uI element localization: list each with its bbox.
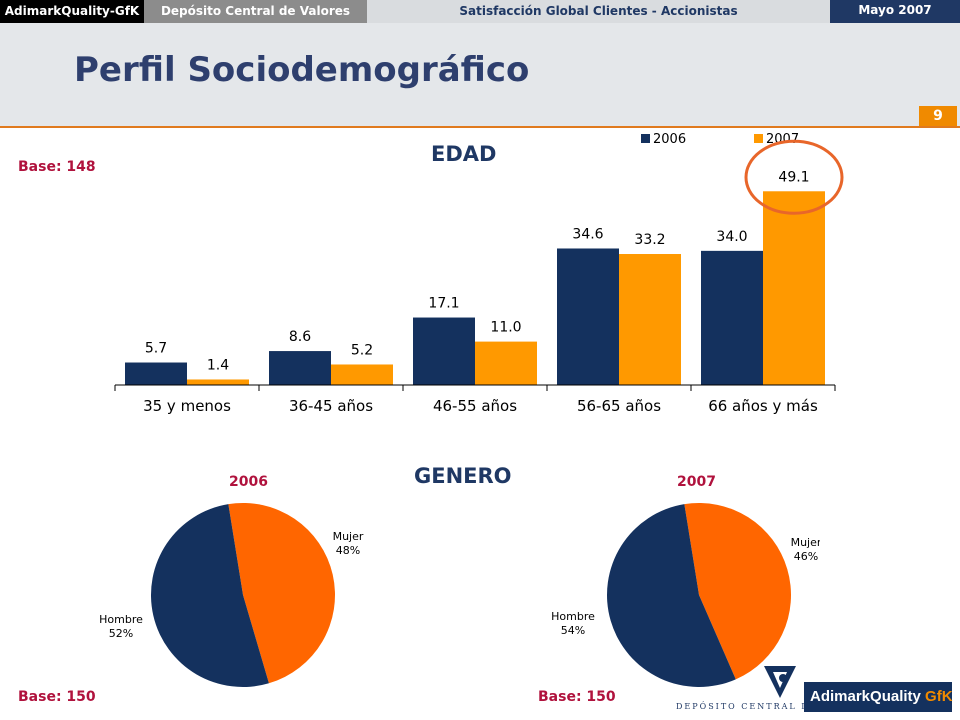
pie-value-hombre: 54% [561, 624, 585, 637]
dcv-logo-text: DEPÓSITO CENTRAL DE VALORES [676, 702, 877, 711]
highlight-circle [744, 139, 844, 215]
pie-value-hombre: 52% [109, 627, 133, 640]
pie-value-mujer: 46% [794, 550, 818, 563]
genero-2006-base-label: Base: 150 [18, 689, 96, 705]
genero-2007-base-label: Base: 150 [538, 689, 616, 705]
pie-label-mujer: Mujer [333, 530, 364, 543]
pie-2006-title: 2006 [229, 474, 268, 490]
page-title: Perfil Sociodemográfico [74, 50, 530, 90]
page-number: 9 [919, 106, 957, 126]
company-tab: AdimarkQuality-GfK [0, 0, 144, 23]
bar-2007-1 [331, 364, 393, 385]
edad-bar-chart: 2006 2007 5.71.48.65.217.111.034.6 33.2 34.… [114, 132, 844, 415]
data-label: 8.6 [289, 329, 311, 345]
x-tick-label: 46-55 años [433, 397, 517, 415]
pie-label-mujer: Mujer [791, 536, 820, 549]
data-label: 17.1 [428, 296, 459, 312]
header-rule [0, 126, 960, 128]
data-label: 5.7 [145, 341, 167, 357]
adimark-logo: AdimarkQuality GfK [804, 682, 953, 712]
x-tick-label: 36-45 años [289, 397, 373, 415]
x-tick-label: 56-65 años [577, 397, 661, 415]
data-label: 11.0 [490, 320, 521, 336]
data-label: 33.2 [634, 232, 665, 248]
pie-slice-mujer [228, 502, 336, 684]
data-label: 49.1 [778, 169, 809, 185]
pie-slice-mujer [684, 503, 791, 680]
pie-2007-title: 2007 [677, 474, 716, 490]
bar-2006-4 [701, 250, 763, 385]
bar-2007-3 [619, 254, 681, 385]
bar-2007-4 [763, 191, 825, 385]
pie-value-mujer: 48% [336, 544, 360, 557]
bar-2006-3 [557, 248, 619, 385]
client-tab: Depósito Central de Valores [144, 0, 367, 23]
x-tick-label: 66 años y más [708, 397, 818, 415]
bar-2006-0 [125, 362, 187, 385]
header-band [0, 23, 960, 127]
edad-title: EDAD [431, 142, 497, 166]
dcv-logo-icon [764, 666, 796, 698]
study-title: Satisfacción Global Clientes - Accionist… [367, 0, 830, 23]
legend-swatch-2007 [754, 134, 763, 143]
pie-slice-hombre [607, 504, 736, 687]
pie-label-hombre: Hombre [551, 610, 595, 623]
data-label: 5.2 [351, 342, 373, 358]
gfk-logo-text: GfK [925, 688, 953, 705]
x-tick-label: 35 y menos [143, 397, 231, 415]
pie-label-hombre: Hombre [99, 613, 143, 626]
bar-2006-2 [413, 317, 475, 385]
legend-label-2006: 2006 [653, 132, 686, 147]
data-label: 1.4 [207, 357, 229, 373]
data-label: 34.6 [572, 226, 603, 242]
pie-slice-hombre [151, 504, 269, 687]
legend-swatch-2006 [641, 134, 650, 143]
bar-2007-0 [187, 379, 249, 385]
bar-marks: 5.7 1.4 8.6 5.2 17.1 11.0 34.6 33.2 34.0 49.1 [125, 139, 844, 385]
genero-title: GENERO [414, 464, 512, 488]
bar-axis: 35 y menos 36-45 años 46-55 años 56-65 años… [114, 384, 836, 415]
bar-2006-1 [269, 351, 331, 385]
edad-base-label: Base: 148 [18, 159, 96, 175]
data-label: 34.0 [716, 229, 747, 245]
bar-2007-2 [475, 341, 537, 385]
adimark-logo-text: AdimarkQuality [810, 688, 921, 705]
